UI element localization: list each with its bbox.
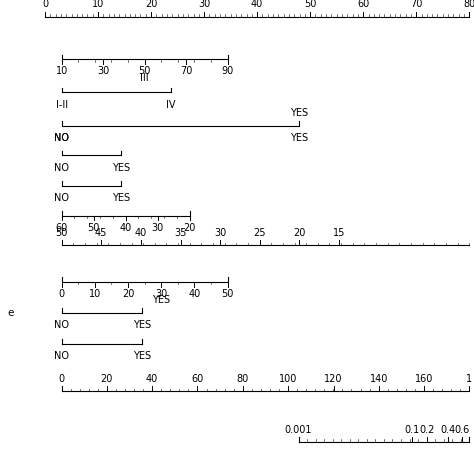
Text: 30: 30 (97, 66, 109, 76)
Text: 0.6: 0.6 (455, 425, 470, 435)
Text: NO: NO (54, 320, 69, 330)
Text: YES: YES (133, 351, 151, 361)
Text: 40: 40 (146, 374, 158, 384)
Text: 20: 20 (100, 374, 113, 384)
Text: 0.4: 0.4 (440, 425, 456, 435)
Text: IV: IV (166, 100, 175, 109)
Text: 40: 40 (135, 228, 147, 238)
Text: 50: 50 (55, 228, 68, 238)
Text: 10: 10 (89, 289, 101, 299)
Text: 25: 25 (254, 228, 266, 238)
Text: YES: YES (133, 320, 151, 330)
Text: NO: NO (54, 193, 69, 203)
Text: NO: NO (54, 351, 69, 361)
Text: 50: 50 (138, 66, 151, 76)
Text: 40: 40 (251, 0, 263, 9)
Text: 40: 40 (119, 223, 132, 233)
Text: YES: YES (290, 133, 308, 143)
Text: 20: 20 (293, 228, 305, 238)
Text: 30: 30 (155, 289, 167, 299)
Text: 10: 10 (55, 66, 68, 76)
Text: YES: YES (290, 109, 308, 118)
Text: 0: 0 (59, 374, 64, 384)
Text: 0.1: 0.1 (405, 425, 420, 435)
Text: 50: 50 (304, 0, 316, 9)
Text: 20: 20 (145, 0, 157, 9)
Text: 90: 90 (221, 66, 234, 76)
Text: YES: YES (112, 163, 130, 173)
Text: 60: 60 (191, 374, 203, 384)
Text: 70: 70 (410, 0, 422, 9)
Text: 40: 40 (188, 289, 201, 299)
Text: 50: 50 (221, 289, 234, 299)
Text: NO: NO (54, 133, 69, 143)
Text: 140: 140 (370, 374, 388, 384)
Text: 10: 10 (92, 0, 104, 9)
Text: 0.001: 0.001 (285, 425, 312, 435)
Text: 20: 20 (183, 223, 196, 233)
Text: 15: 15 (333, 228, 346, 238)
Text: 100: 100 (279, 374, 297, 384)
Text: 30: 30 (198, 0, 210, 9)
Text: 60: 60 (357, 0, 369, 9)
Text: 30: 30 (214, 228, 226, 238)
Text: I-II: I-II (55, 100, 68, 109)
Text: 1: 1 (466, 374, 472, 384)
Text: 70: 70 (180, 66, 192, 76)
Text: 0.2: 0.2 (419, 425, 434, 435)
Text: 80: 80 (237, 374, 249, 384)
Text: NO: NO (54, 163, 69, 173)
Text: 60: 60 (55, 223, 68, 233)
Text: 120: 120 (324, 374, 343, 384)
Text: 45: 45 (95, 228, 107, 238)
Text: e: e (7, 308, 14, 318)
Text: NO: NO (54, 133, 69, 143)
Text: 0: 0 (42, 0, 48, 9)
Text: YES: YES (112, 193, 130, 203)
Text: YES: YES (152, 295, 170, 305)
Text: 160: 160 (415, 374, 433, 384)
Text: 50: 50 (87, 223, 100, 233)
Text: III: III (140, 73, 149, 82)
Text: 30: 30 (152, 223, 164, 233)
Text: 80: 80 (463, 0, 474, 9)
Text: 0: 0 (59, 289, 64, 299)
Text: 35: 35 (174, 228, 187, 238)
Text: 20: 20 (122, 289, 134, 299)
